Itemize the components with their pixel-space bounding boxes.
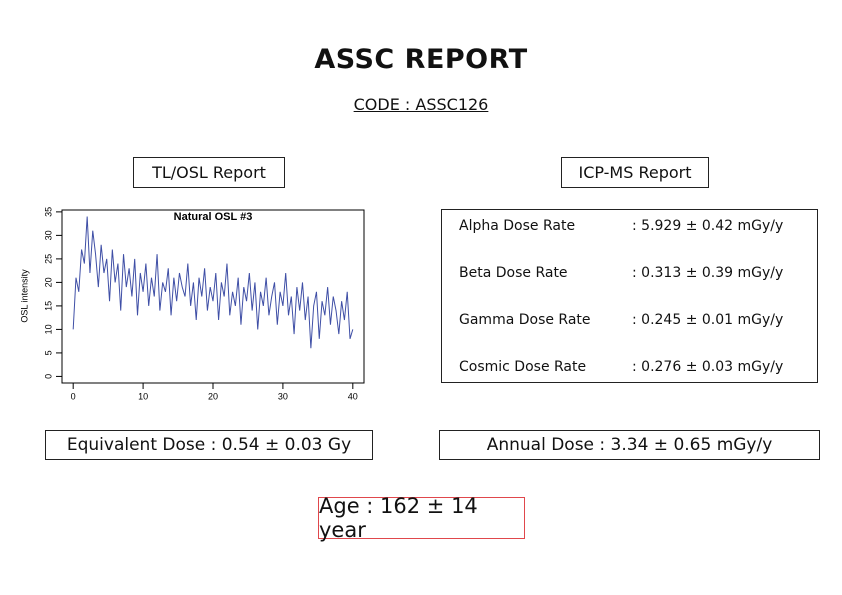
y-tick-label: 20 xyxy=(43,277,53,287)
y-tick-label: 5 xyxy=(43,350,53,355)
icp-ms-label: ICP-MS Report xyxy=(561,157,709,188)
dose-rate-label: Cosmic Dose Rate xyxy=(459,359,587,375)
x-tick-label: 0 xyxy=(71,391,76,401)
dose-rate-value: : 5.929 ± 0.42 mGy/y xyxy=(632,218,784,234)
dose-rate-label: Alpha Dose Rate xyxy=(459,218,576,234)
y-tick-label: 25 xyxy=(43,254,53,264)
dose-rate-label: Gamma Dose Rate xyxy=(459,312,591,328)
y-tick-label: 30 xyxy=(43,230,53,240)
osl-curve xyxy=(72,216,354,349)
y-tick-label: 15 xyxy=(43,301,53,311)
icp-ms-table: Alpha Dose Rate : 5.929 ± 0.42 mGy/y Beta … xyxy=(441,209,818,383)
tl-osl-label: TL/OSL Report xyxy=(133,157,285,188)
osl-chart: Natural OSL #3 OSL intensity 0 5 10 15 20 25 3… xyxy=(19,207,365,401)
y-tick-label: 35 xyxy=(43,207,53,217)
x-tick-label: 10 xyxy=(138,391,148,401)
x-tick-label: 20 xyxy=(208,391,218,401)
y-axis-label: OSL intensity xyxy=(19,269,29,323)
y-tick-label: 10 xyxy=(43,324,53,334)
age: Age : 162 ± 14 year xyxy=(318,494,525,542)
dose-rate-value: : 0.276 ± 0.03 mGy/y xyxy=(632,359,784,375)
report-title: ASSC REPORT xyxy=(314,44,528,75)
x-tick-label: 40 xyxy=(348,391,358,401)
chart-title: Natural OSL #3 xyxy=(174,211,253,223)
report-code: CODE : ASSC126 xyxy=(353,95,489,114)
dose-rate-value: : 0.313 ± 0.39 mGy/y xyxy=(632,265,784,281)
y-tick-label: 0 xyxy=(43,374,53,379)
dose-rate-value: : 0.245 ± 0.01 mGy/y xyxy=(632,312,784,328)
x-tick-label: 30 xyxy=(278,391,288,401)
annual-dose: Annual Dose : 3.34 ± 0.65 mGy/y xyxy=(439,430,820,460)
equivalent-dose: Equivalent Dose : 0.54 ± 0.03 Gy xyxy=(45,430,373,460)
dose-rate-label: Beta Dose Rate xyxy=(459,265,568,281)
